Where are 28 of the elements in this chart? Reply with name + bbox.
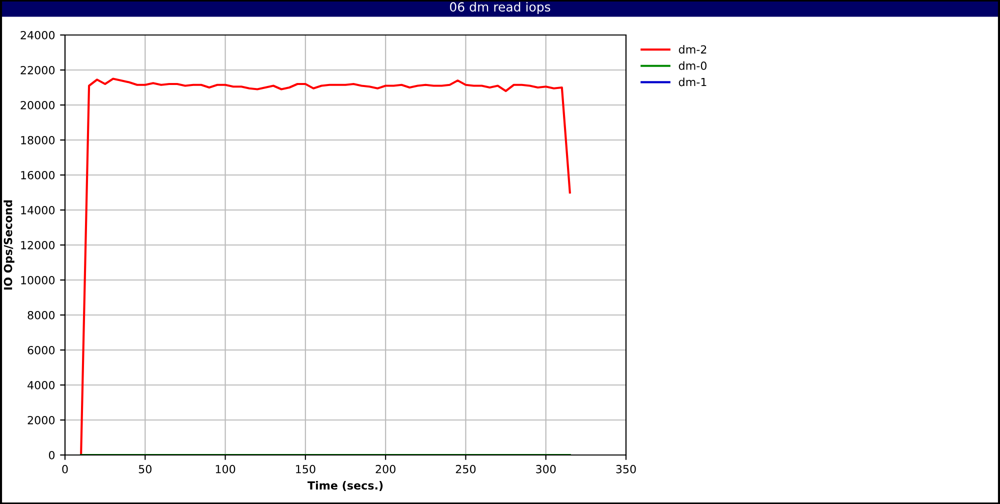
y-tick-label: 0 <box>48 450 55 460</box>
y-tick-label: 24000 <box>20 30 55 40</box>
x-tick-label: 0 <box>62 464 68 474</box>
y-tick-label: 16000 <box>21 170 55 180</box>
y-axis-title: IO Ops/Second <box>4 200 14 290</box>
y-tick-label: 6000 <box>28 346 55 354</box>
y-tick-label: 4000 <box>28 380 55 390</box>
x-tick-label: 350 <box>616 464 636 474</box>
x-tick-label: 50 <box>138 464 152 474</box>
legend-label: dm-1 <box>678 78 706 86</box>
line-series <box>80 78 571 455</box>
x-tick-label: 100 <box>216 464 236 474</box>
legend-label: dm-0 <box>678 61 706 70</box>
y-tick-label: 2000 <box>28 416 55 424</box>
y-tick-label: 18000 <box>21 136 55 144</box>
x-tick-label: 300 <box>536 464 556 474</box>
y-tick-label: 14000 <box>21 206 55 214</box>
x-axis-title: Time (secs.) <box>308 481 383 491</box>
legend-label: dm-2 <box>678 45 706 54</box>
x-tick-label: 150 <box>296 464 316 474</box>
x-tick-label: 250 <box>456 464 476 474</box>
chart-title: 06 dm read iops <box>450 2 550 14</box>
x-tick-label: 200 <box>376 464 396 474</box>
y-tick-label: 10000 <box>21 276 55 284</box>
y-tick-label: 20000 <box>20 100 55 110</box>
y-tick-label: 22000 <box>20 66 55 74</box>
y-tick-label: 12000 <box>21 240 55 250</box>
y-tick-label: 8000 <box>28 310 55 320</box>
